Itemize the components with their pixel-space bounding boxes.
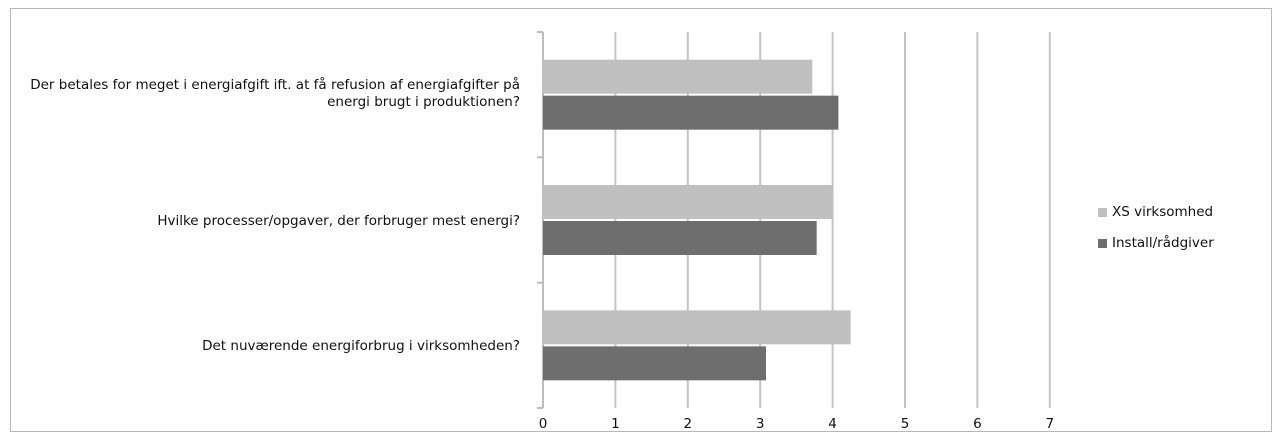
- legend-item-xs-virksomhed: XS virksomhed: [1098, 204, 1213, 220]
- x-tick-label-3: 3: [755, 416, 765, 432]
- x-tick-label-4: 4: [828, 416, 837, 432]
- x-tick-label-6: 6: [973, 416, 982, 432]
- bar-processer-install-radgiver: [543, 221, 817, 255]
- legend-swatch-install-radgiver: [1098, 238, 1107, 248]
- category-label-refusion: Der betales for meget i energiafgift ift…: [30, 77, 520, 110]
- bar-refusion-xs-virksomhed: [543, 59, 813, 94]
- legend-swatch-xs-virksomhed: [1098, 207, 1107, 217]
- x-tick-label-7: 7: [1045, 416, 1055, 432]
- bars: [543, 59, 851, 381]
- bar-energiforbrug-install-radgiver: [543, 346, 766, 381]
- x-tick-label-5: 5: [900, 416, 910, 432]
- gridlines: [537, 31, 1051, 409]
- category-label-energiforbrug: Det nuværende energiforbrug i virksomhed…: [202, 338, 520, 354]
- bar-energiforbrug-xs-virksomhed: [543, 310, 851, 345]
- bar-processer-xs-virksomhed: [543, 185, 833, 219]
- legend-label-xs-virksomhed: XS virksomhed: [1112, 204, 1214, 220]
- category-label-processer: Hvilke processer/opgaver, der forbruger …: [157, 213, 520, 229]
- x-tick-label-1: 1: [611, 416, 620, 432]
- legend-label-install-radgiver: Install/rådgiver: [1112, 235, 1214, 251]
- bar-refusion-install-radgiver: [543, 95, 839, 130]
- legend-item-install-radgiver: Install/rådgiver: [1098, 235, 1214, 251]
- x-tick-label-2: 2: [683, 416, 693, 432]
- x-tick-label-0: 0: [538, 416, 548, 432]
